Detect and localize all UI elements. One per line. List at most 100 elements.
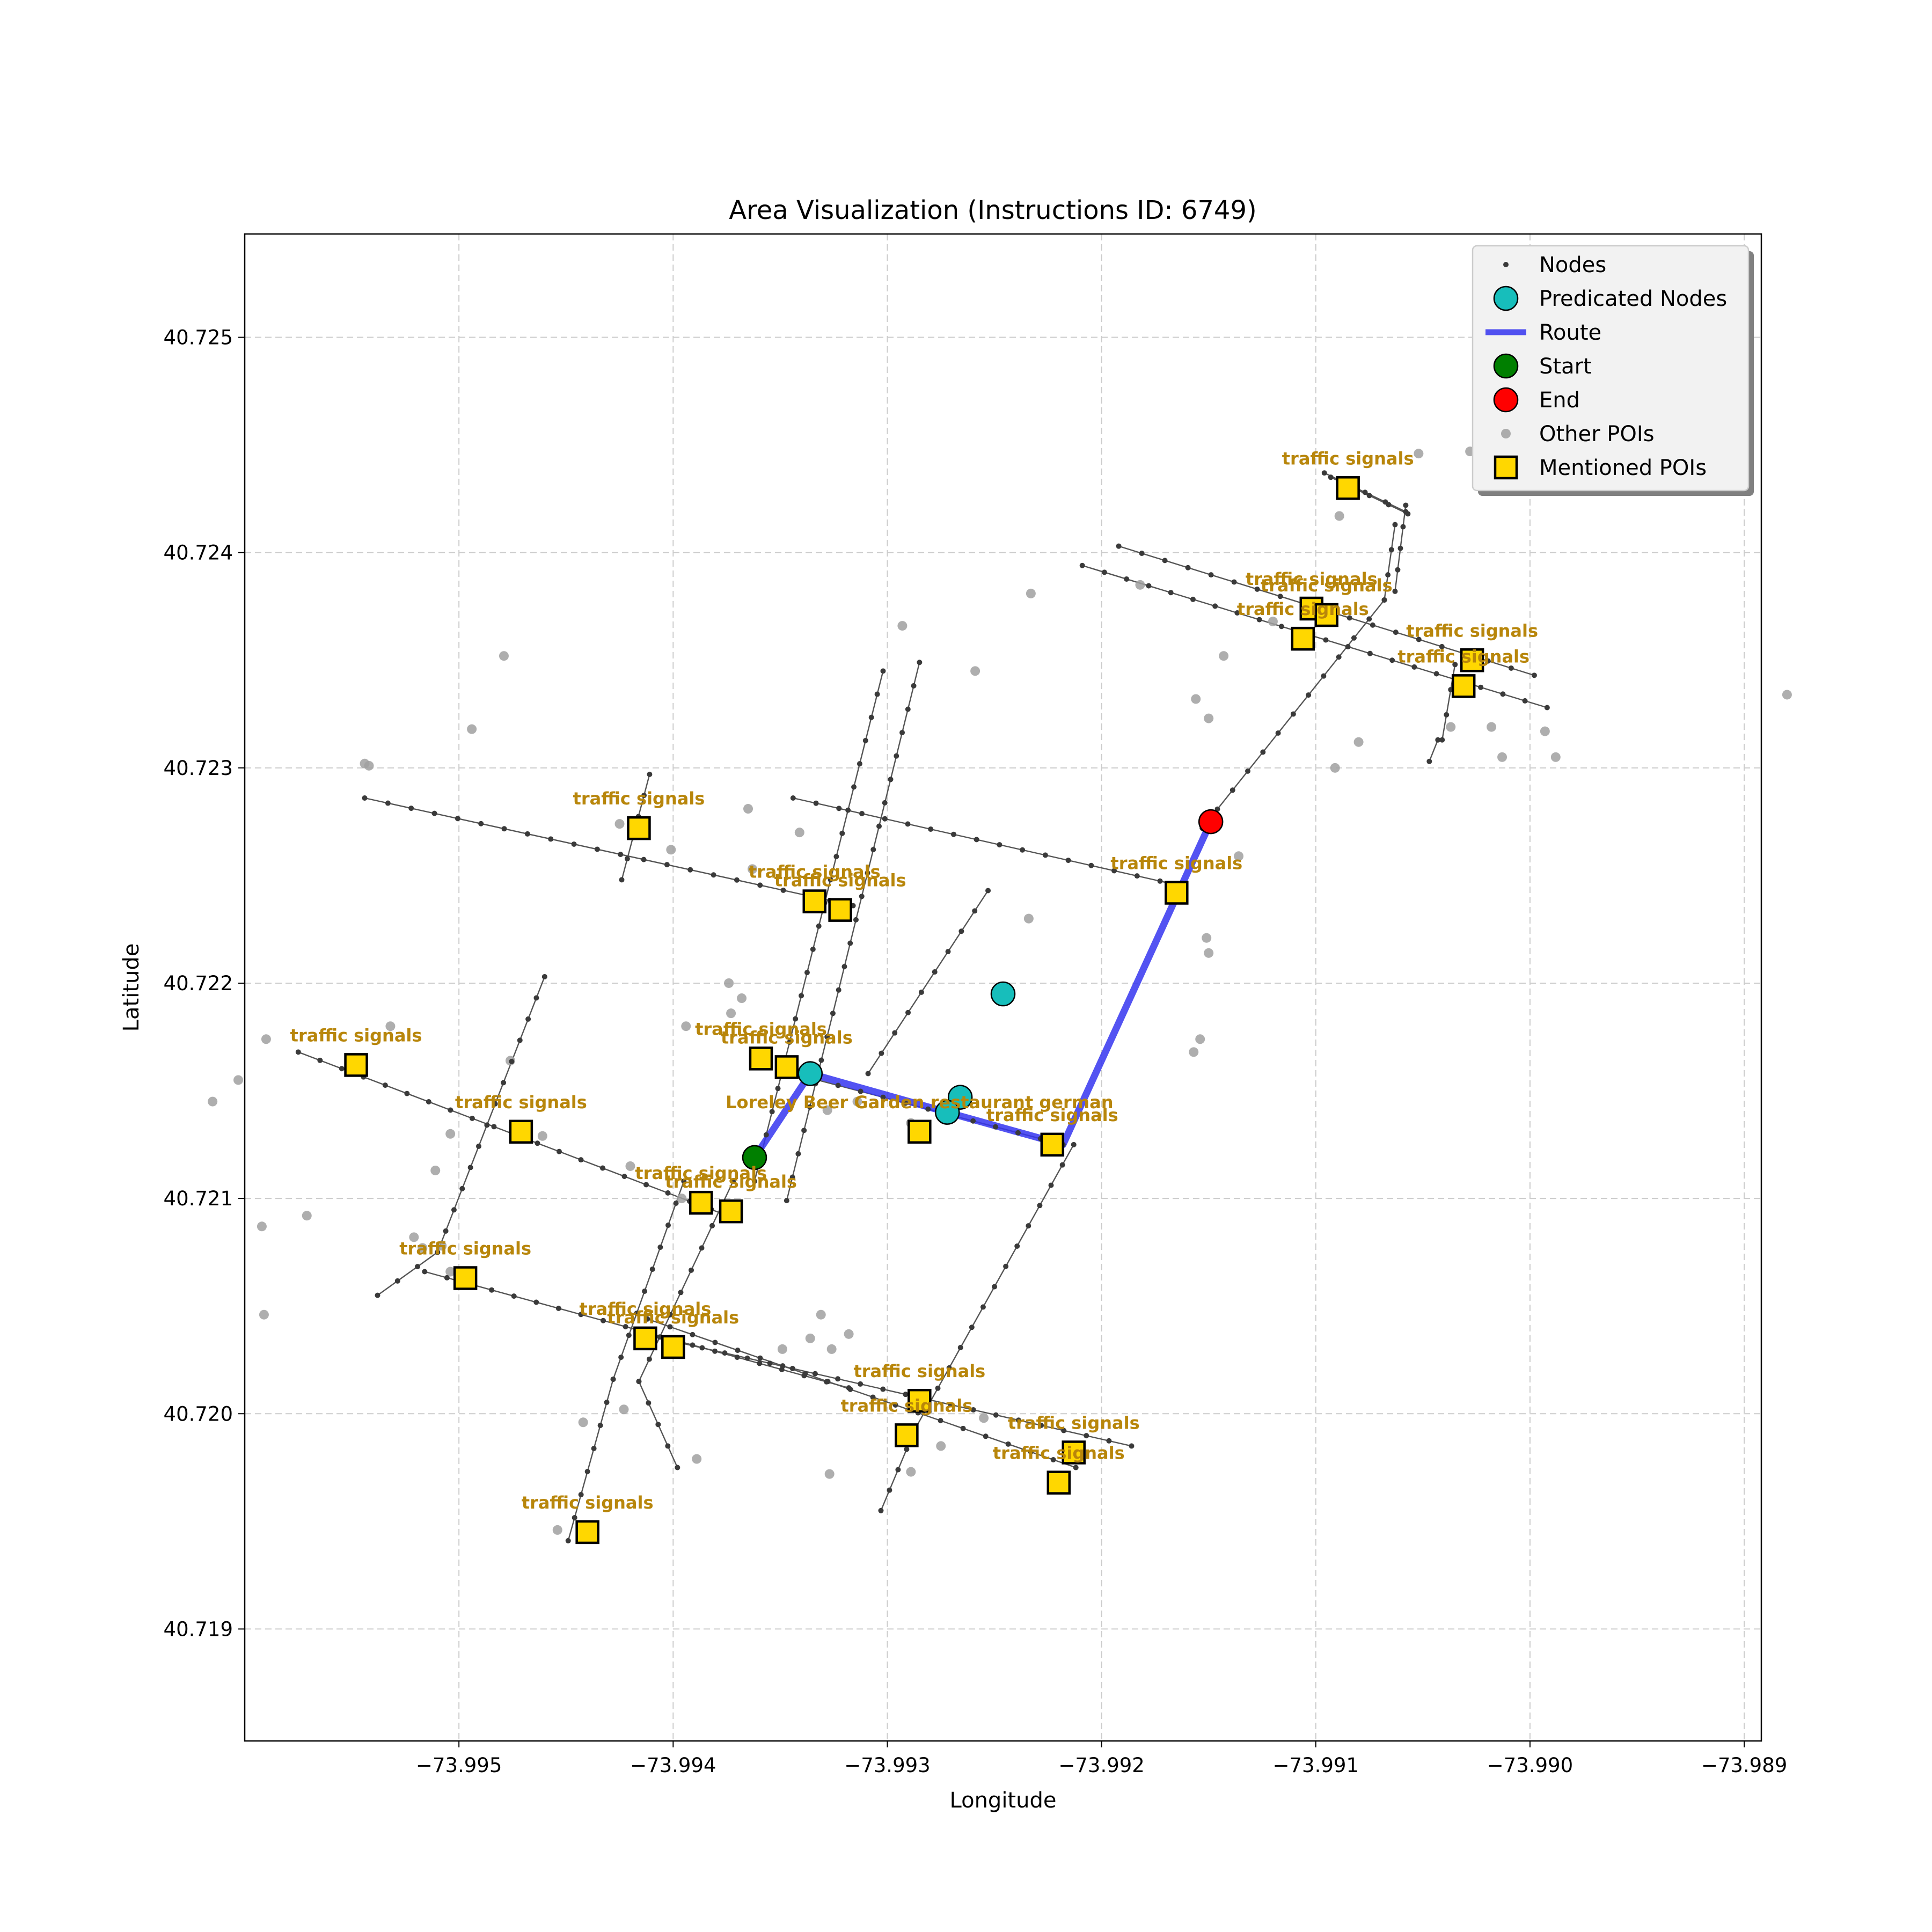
node-point: [525, 1016, 531, 1022]
plot-frame: [244, 233, 1762, 1742]
node-point: [859, 811, 865, 817]
node-point: [1411, 664, 1417, 670]
node-point: [1370, 622, 1375, 628]
other-poi-point: [537, 1131, 547, 1141]
node-point: [489, 1287, 495, 1293]
node-point: [642, 1289, 648, 1294]
node-point: [1392, 522, 1398, 528]
mentioned-poi-marker: [774, 1055, 799, 1079]
node-point: [621, 1174, 627, 1180]
node-point: [780, 1363, 786, 1369]
node-point: [1134, 873, 1140, 879]
node-point: [689, 1267, 694, 1273]
node-point: [478, 821, 484, 826]
mentioned-poi-marker: [802, 889, 826, 913]
street-segment: [867, 890, 989, 1074]
y-axis-label: Latitude: [119, 943, 144, 1032]
node-point: [712, 1348, 718, 1354]
y-tick-label: 40.724: [164, 541, 233, 565]
node-point: [1323, 637, 1329, 643]
node-point: [974, 837, 979, 843]
chart-title: Area Visualization (Instructions ID: 674…: [729, 195, 1256, 225]
node-point: [853, 917, 859, 923]
other-poi-point: [1026, 588, 1036, 598]
node-point: [414, 1264, 420, 1270]
node-point: [904, 1446, 910, 1452]
node-point: [646, 1356, 652, 1362]
node-point: [1168, 590, 1174, 596]
node-point: [972, 908, 978, 914]
node-point: [511, 1293, 517, 1299]
node-point: [903, 1392, 909, 1397]
node-point: [1381, 597, 1387, 603]
x-tick-label: −73.995: [416, 1754, 502, 1777]
node-point: [645, 1316, 650, 1322]
x-tick-label: −73.993: [844, 1754, 930, 1777]
node-point: [970, 1407, 976, 1413]
legend-box: [1472, 245, 1750, 492]
y-tick-label: 40.723: [164, 757, 233, 780]
mentioned-poi-marker: [1291, 626, 1315, 651]
legend-label: Other POIs: [1539, 422, 1655, 447]
node-point: [501, 826, 507, 832]
mentioned-poi-marker: [509, 1119, 533, 1144]
other-poi-point: [1189, 1047, 1199, 1057]
node-point: [711, 872, 716, 878]
node-point: [1190, 596, 1196, 602]
mentioned-poi-marker: [828, 898, 852, 922]
node-point: [751, 1179, 757, 1184]
node-point: [362, 795, 368, 801]
node-point: [948, 1402, 954, 1408]
node-point: [787, 1039, 793, 1045]
node-point: [556, 1148, 562, 1154]
x-tick-label: −73.991: [1273, 1754, 1359, 1777]
node-point: [1345, 644, 1351, 650]
node-point: [895, 1467, 901, 1473]
node-point: [1106, 1438, 1112, 1444]
other-poi-point: [1023, 913, 1034, 924]
node-point: [807, 1104, 813, 1110]
node-point: [836, 987, 841, 993]
node-point: [623, 1324, 628, 1330]
node-point: [1397, 545, 1403, 551]
other-poi-point: [816, 1309, 826, 1320]
node-point: [892, 1030, 898, 1036]
street-segment: [437, 976, 545, 1253]
node-point: [1230, 787, 1235, 793]
node-point: [657, 1245, 663, 1250]
legend-end-symbol: [1493, 387, 1519, 413]
node-point: [1500, 691, 1506, 697]
node-point: [1162, 558, 1168, 564]
node-point: [1392, 588, 1398, 594]
node-point: [859, 894, 865, 899]
other-poi-point: [578, 1417, 588, 1428]
node-point: [813, 800, 819, 806]
other-poi-point: [826, 1344, 837, 1354]
legend-label: Start: [1539, 354, 1592, 379]
node-point: [1328, 474, 1334, 480]
node-point: [960, 1425, 966, 1431]
legend-start-symbol: [1493, 353, 1519, 379]
node-point: [467, 1165, 473, 1170]
node-point: [1088, 862, 1094, 868]
node-point: [665, 1223, 671, 1228]
node-point: [599, 1165, 605, 1171]
mentioned-poi-label: traffic signals: [749, 862, 881, 882]
node-point: [1015, 1130, 1021, 1136]
other-poi-point: [777, 1344, 787, 1354]
other-poi-point: [724, 978, 734, 988]
mentioned-poi-marker: [627, 816, 651, 840]
node-point: [1321, 673, 1327, 679]
node-point: [448, 1107, 453, 1113]
other-poi-point: [1204, 713, 1214, 723]
node-point: [865, 870, 870, 876]
other-poi-point: [418, 1243, 428, 1253]
mentioned-poi-marker: [719, 1199, 743, 1224]
node-point: [443, 1228, 449, 1234]
node-point: [858, 1088, 863, 1094]
other-poi-point: [906, 1467, 916, 1477]
mentioned-poi-label: traffic signals: [1261, 575, 1393, 596]
other-poi-point: [1234, 851, 1244, 861]
